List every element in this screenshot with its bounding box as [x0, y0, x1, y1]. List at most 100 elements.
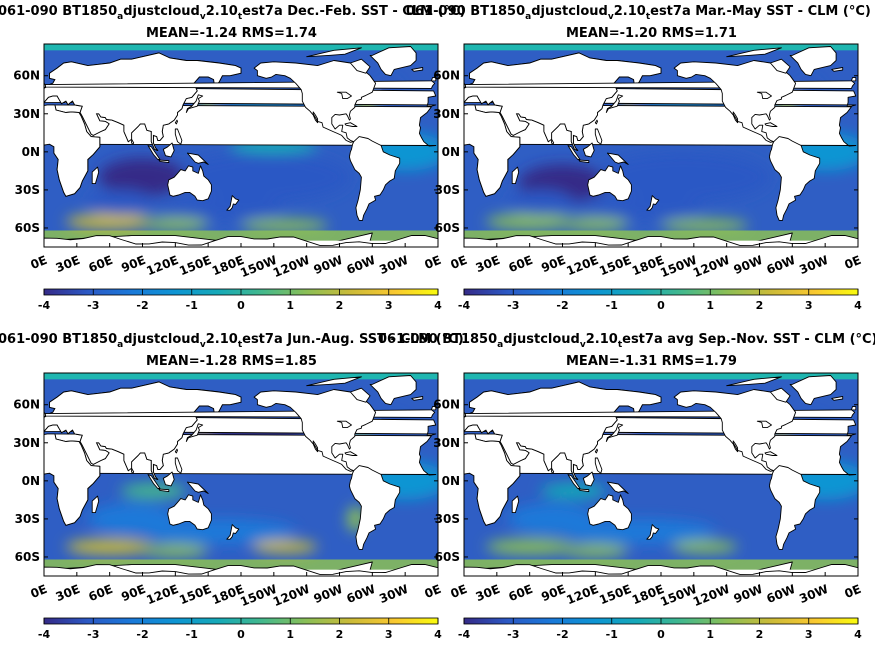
land-arcticIslands: [306, 47, 362, 58]
sst-anomaly-patch: [175, 151, 351, 203]
land-africa-wrap: [464, 433, 521, 526]
sst-anomaly-patch: [595, 151, 771, 203]
sst-anomaly-patch: [507, 189, 574, 216]
colorbar-tick-label: -1: [186, 299, 198, 312]
sst-anomaly-patch: [241, 219, 329, 232]
sst-anomaly-patch: [507, 503, 596, 535]
panel-title: 061-090 BT1850adjustcloudv2.10test7a Mar…: [406, 4, 871, 22]
colorbar-tick-label: -3: [507, 299, 519, 312]
lat-tick-label: 30S: [435, 512, 460, 526]
lon-tick-label: 30E: [54, 582, 82, 604]
colorbar-tick-label: 3: [385, 299, 393, 312]
lon-tick-label: 90E: [119, 582, 147, 604]
land-philippines: [174, 128, 183, 145]
land-iceland: [411, 396, 424, 401]
colorbar-tick-label: 0: [657, 299, 665, 312]
land-southAmerica: [768, 136, 821, 221]
colorbar-tick-label: -1: [606, 299, 618, 312]
land-africa-wrap: [44, 433, 101, 526]
panel-title: 061-090 BT1850adjustcloudv2.10test7a Jun…: [0, 332, 464, 350]
land-baffin: [769, 58, 791, 74]
land-greenland: [789, 375, 837, 406]
colorbar-tick-label: -1: [186, 628, 198, 641]
lat-tick-label: 30N: [13, 436, 40, 450]
lon-tick-label: 60E: [506, 582, 534, 604]
lon-tick-label: 30E: [474, 582, 502, 604]
land-australia: [587, 494, 632, 531]
lat-tick-label: 0N: [442, 474, 460, 488]
colorbar-tick-label: -4: [458, 299, 471, 312]
land-philippines: [594, 128, 603, 145]
lon-tick-label: 60W: [344, 253, 377, 277]
lon-tick-label: 30W: [797, 582, 830, 606]
colorbar-tick-label: 2: [756, 299, 764, 312]
colorbar-tick-label: 0: [237, 628, 245, 641]
colorbar-tick-label: 3: [385, 628, 393, 641]
lon-tick-label: 120E: [564, 582, 600, 607]
lon-tick-label: 120W: [691, 582, 732, 609]
lat-tick-label: 0N: [442, 145, 460, 159]
lon-tick-label: 150E: [597, 253, 633, 278]
sst-anomaly-patch: [142, 217, 209, 231]
land-taiwan: [174, 448, 178, 454]
sst-anomaly-patch: [87, 503, 176, 535]
lat-tick-label: 30N: [13, 107, 40, 121]
colorbar-tick-label: -3: [87, 299, 99, 312]
sst-anomaly-patch: [87, 189, 154, 216]
land-japan: [605, 423, 624, 442]
land-newGuinea: [606, 481, 629, 494]
lat-tick-label: 30S: [15, 183, 40, 197]
colorbar-tick-label: -2: [556, 299, 568, 312]
lon-tick-label: 0E: [843, 253, 864, 272]
land-mask: [464, 375, 857, 576]
land-iceland: [831, 396, 844, 401]
land-borneo: [162, 142, 175, 158]
land-newGuinea: [186, 152, 209, 165]
panel-stats: MEAN=-1.20 RMS=1.71: [566, 26, 737, 41]
land-southAmerica: [768, 465, 821, 550]
land-nz: [226, 195, 240, 211]
lat-tick-label: 30N: [433, 107, 460, 121]
land-cuba: [764, 122, 778, 127]
lon-tick-label: 0E: [29, 582, 50, 601]
panel-stats: MEAN=-1.28 RMS=1.85: [146, 354, 317, 369]
land-japan: [605, 94, 624, 113]
land-arcticIslands: [726, 47, 782, 58]
land-sumatra: [147, 474, 161, 489]
land-iceland: [831, 67, 844, 72]
sst-anomaly-patch: [562, 217, 629, 231]
land-borneo: [582, 471, 595, 487]
lon-tick-label: 90E: [119, 253, 147, 275]
land-cuba: [344, 122, 358, 127]
colorbar-tick-label: 1: [286, 628, 294, 641]
lon-tick-label: 120W: [691, 253, 732, 280]
colorbar: -4 -3 -2 -1 0 1 2 3 4: [38, 288, 442, 312]
land-taiwan: [174, 119, 178, 125]
lat-tick-label: 60N: [13, 398, 40, 412]
colorbar-tick-label: 2: [336, 299, 344, 312]
land-taiwan: [594, 448, 598, 454]
land-northAmerica: [673, 389, 797, 472]
land-japan: [185, 94, 204, 113]
lon-tick-label: 30E: [474, 253, 502, 275]
lon-tick-label: 30W: [797, 253, 830, 277]
arctic-field: [44, 373, 438, 380]
land-borneo: [162, 471, 175, 487]
land-sumatra: [567, 474, 581, 489]
land-madagascar: [511, 166, 520, 185]
lon-tick-label: 90W: [732, 253, 765, 277]
land-java: [158, 159, 170, 164]
colorbar-tick-label: 2: [756, 628, 764, 641]
sst-anomaly-patch: [562, 544, 629, 557]
colorbar-tick-label: 3: [805, 628, 813, 641]
sst-anomaly-patch: [65, 539, 154, 555]
lat-tick-label: 0N: [22, 474, 40, 488]
colorbar-tick-label: -4: [38, 628, 51, 641]
land-europeAsia-wrap: [44, 52, 242, 152]
land-newGuinea: [606, 152, 629, 165]
sst-anomaly-patch: [98, 158, 187, 197]
land-mask: [44, 375, 437, 576]
land-taiwan: [594, 119, 598, 125]
